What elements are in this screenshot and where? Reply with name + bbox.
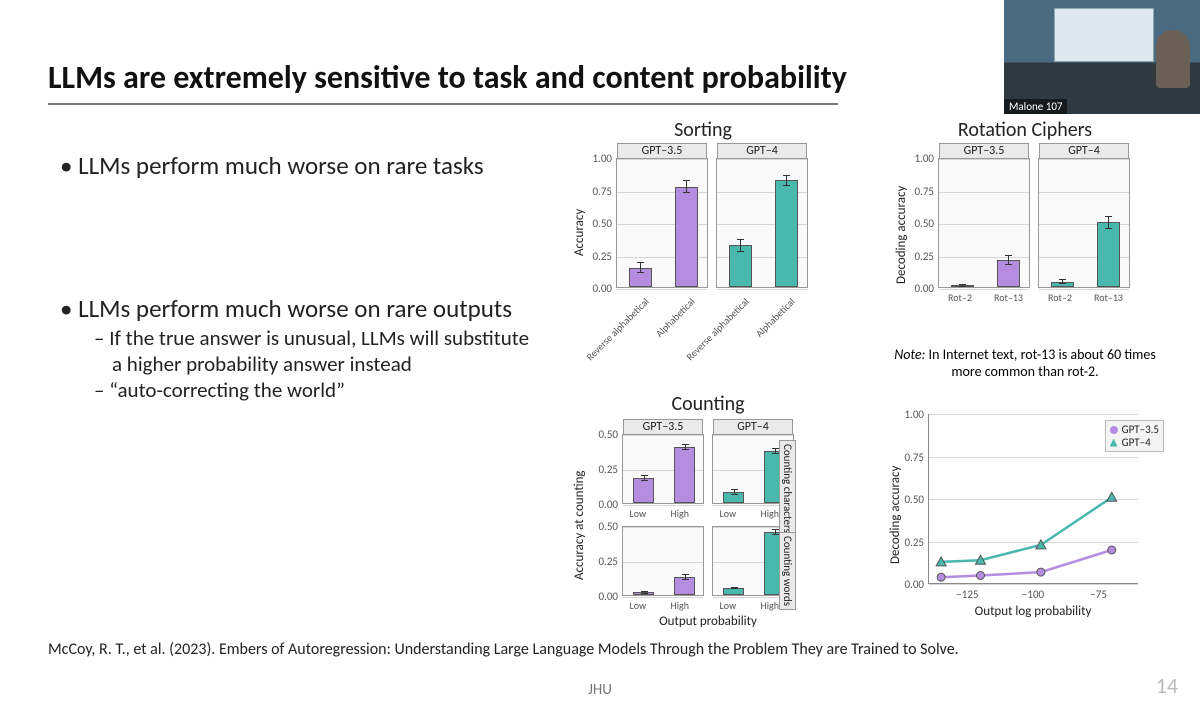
speaker-video-thumbnail: Malone 107 <box>1004 0 1200 114</box>
title-underline <box>48 103 838 105</box>
bullet-list: LLMs perform much worse on rare tasks LL… <box>60 150 530 403</box>
slide-title: LLMs are extremely sensitive to task and… <box>48 58 1152 97</box>
subbullet-2: “auto-correcting the world” <box>94 377 530 403</box>
page-number: 14 <box>1156 672 1178 699</box>
footer-center: JHU <box>0 681 1200 699</box>
rotation-title: Rotation Ciphers <box>880 118 1170 142</box>
video-room-label: Malone 107 <box>1004 99 1067 114</box>
sorting-title: Sorting <box>558 118 848 142</box>
rotation-chart: Rotation Ciphers GPT–3.5Rot–2Rot–13GPT–4… <box>880 118 1170 144</box>
bullet-1: LLMs perform much worse on rare tasks <box>60 150 530 181</box>
subbullet-1: If the true answer is unusual, LLMs will… <box>94 325 530 378</box>
rotation-note: Note: In Internet text, rot-13 is about … <box>888 346 1162 380</box>
bullet-2: LLMs perform much worse on rare outputs <box>60 293 530 324</box>
counting-title: Counting <box>558 392 858 416</box>
citation: McCoy, R. T., et al. (2023). Embers of A… <box>48 640 959 659</box>
counting-chart: Counting GPT–3.5LowHighGPT–4LowHighLowHi… <box>558 392 858 418</box>
sorting-chart: Sorting GPT–3.5Reverse alphabeticalAlpha… <box>558 118 848 144</box>
